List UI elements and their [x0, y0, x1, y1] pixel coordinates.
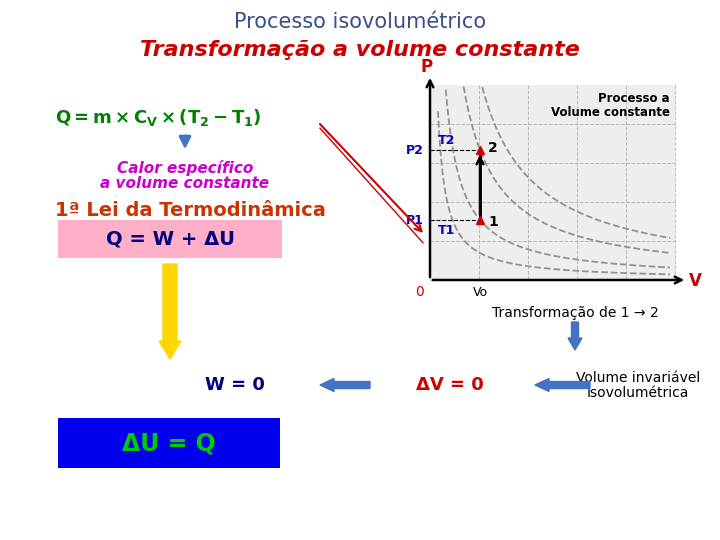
Text: P2: P2 — [406, 144, 424, 157]
FancyBboxPatch shape — [58, 418, 280, 468]
Text: V: V — [688, 272, 701, 290]
Text: Calor específico: Calor específico — [117, 160, 253, 176]
FancyBboxPatch shape — [58, 220, 282, 258]
Text: ΔU = Q: ΔU = Q — [122, 431, 216, 455]
Text: Transformação a volume constante: Transformação a volume constante — [140, 40, 580, 60]
Text: T2: T2 — [438, 133, 455, 146]
Text: 1ª Lei da Termodinâmica: 1ª Lei da Termodinâmica — [55, 200, 326, 219]
Text: a volume constante: a volume constante — [100, 176, 269, 191]
Text: 2: 2 — [488, 141, 498, 155]
Text: Processo a: Processo a — [598, 92, 670, 105]
Text: W = 0: W = 0 — [205, 376, 265, 394]
Text: P1: P1 — [406, 213, 424, 226]
Text: Volume invariável: Volume invariável — [576, 371, 700, 385]
Text: ΔV = 0: ΔV = 0 — [416, 376, 484, 394]
FancyArrow shape — [320, 379, 370, 392]
Text: T1: T1 — [438, 224, 455, 237]
FancyBboxPatch shape — [430, 85, 675, 280]
Text: Volume constante: Volume constante — [551, 105, 670, 118]
FancyArrow shape — [568, 322, 582, 350]
Text: 1: 1 — [488, 215, 498, 229]
FancyArrow shape — [535, 379, 590, 392]
FancyArrow shape — [159, 264, 181, 359]
Text: Vo: Vo — [472, 287, 487, 300]
Text: Isovolumétrica: Isovolumétrica — [587, 386, 689, 400]
Text: Processo isovolumétrico: Processo isovolumétrico — [234, 12, 486, 32]
Text: Q = W + ΔU: Q = W + ΔU — [106, 230, 235, 248]
Text: $\mathbf{Q = m \times C_V \times (T_2-T_1)}$: $\mathbf{Q = m \times C_V \times (T_2-T_… — [55, 107, 261, 129]
Text: 0: 0 — [415, 285, 424, 299]
Text: P: P — [421, 58, 433, 76]
Text: Transformação de 1 → 2: Transformação de 1 → 2 — [492, 306, 658, 320]
